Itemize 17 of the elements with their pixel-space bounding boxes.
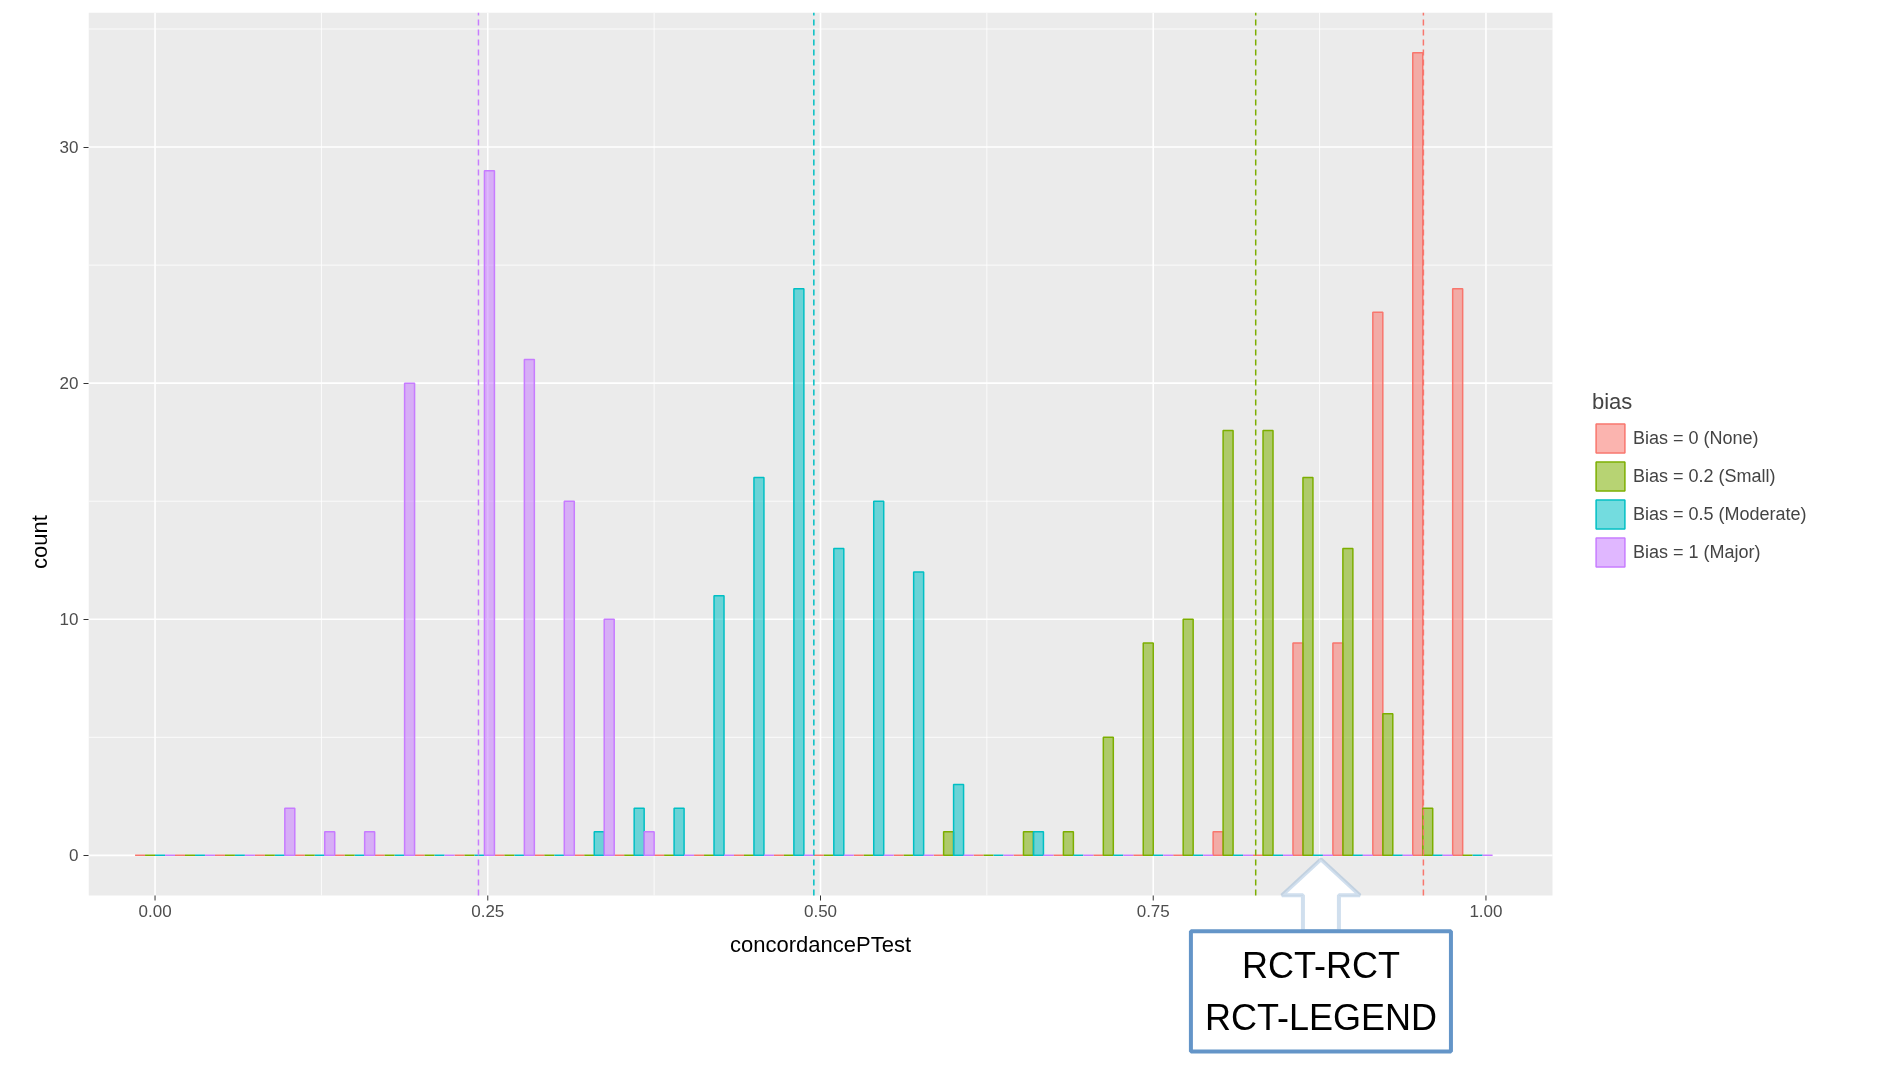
legend-label: Bias = 0.2 (Small)	[1633, 465, 1776, 487]
x-tick-label: 0.75	[1136, 901, 1170, 921]
x-tick-label: 1.00	[1469, 901, 1503, 921]
x-tick-label: 0.50	[803, 901, 838, 921]
y-tick-label: 10	[59, 610, 79, 630]
y-tick-label: 0	[69, 846, 79, 866]
x-axis-title: concordancePTest	[730, 931, 911, 957]
x-tick-label: 0.00	[138, 901, 172, 921]
legend-label: Bias = 0.5 (Moderate)	[1633, 503, 1807, 525]
legend-label: Bias = 1 (Major)	[1633, 541, 1761, 563]
y-tick-label: 20	[59, 374, 79, 394]
x-tick-label: 0.25	[471, 901, 505, 921]
legend-title: bias	[1592, 389, 1634, 415]
y-axis-title: count	[26, 515, 52, 569]
y-tick-label: 30	[59, 138, 79, 158]
legend-label: Bias = 0 (None)	[1633, 427, 1759, 449]
annotation: RCT-RCT RCT-LEGEND	[1204, 945, 1437, 1038]
